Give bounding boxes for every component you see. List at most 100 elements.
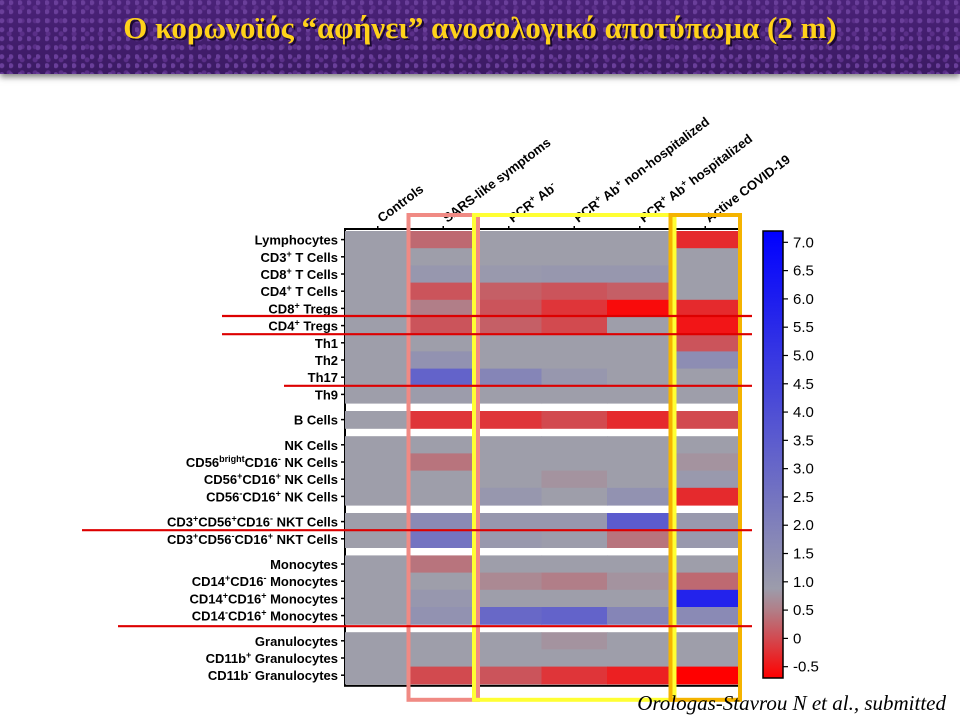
row-label: Th1	[315, 336, 338, 351]
heatmap-cell	[476, 589, 543, 608]
row-label: CD3+ T Cells	[260, 249, 338, 265]
column-label: Controls	[375, 181, 427, 225]
heatmap-cell	[541, 436, 608, 454]
heatmap-cell	[345, 487, 412, 506]
heatmap-cell	[476, 572, 543, 591]
heatmap-cell	[410, 351, 477, 370]
heatmap-cell	[672, 530, 739, 548]
heatmap-cell	[476, 470, 543, 489]
colorbar	[762, 230, 784, 679]
heatmap-cell	[672, 265, 739, 284]
colorbar-tick-label: 2.0	[793, 517, 814, 534]
colorbar-tick-label: 4.0	[793, 404, 814, 421]
heatmap-cell	[607, 555, 674, 574]
heatmap-cell	[541, 649, 608, 668]
heatmap-cell	[410, 299, 477, 318]
column-label: SARS-like symptoms	[440, 135, 553, 226]
heatmap-cell	[672, 436, 739, 454]
heatmap-cell	[476, 666, 543, 685]
heatmap-cell	[607, 411, 674, 429]
heatmap-cell	[476, 368, 543, 387]
heatmap-cell	[345, 231, 412, 249]
heatmap-cell	[672, 487, 739, 506]
heatmap-cell	[541, 299, 608, 318]
heatmap-cell	[607, 368, 674, 387]
colorbar-tick-label: 6.0	[793, 291, 814, 308]
heatmap-cell	[476, 649, 543, 668]
heatmap-cell	[672, 607, 739, 625]
heatmap-cell	[410, 453, 477, 472]
colorbar-tick-label: -0.5	[793, 659, 819, 676]
row-label: CD8+ T Cells	[260, 266, 338, 282]
heatmap-cell	[672, 368, 739, 387]
heatmap-cell	[672, 385, 739, 404]
heatmap-cell	[410, 248, 477, 266]
heatmap-cell	[672, 649, 739, 668]
heatmap-cell	[607, 453, 674, 472]
heatmap-cell	[607, 470, 674, 489]
heatmap-cell	[541, 513, 608, 531]
heatmap-cell	[410, 530, 477, 548]
heatmap-cell	[410, 368, 477, 387]
heatmap-cell	[410, 411, 477, 429]
heatmap-cell	[476, 334, 543, 352]
heatmap-cell	[476, 453, 543, 472]
heatmap-cell	[541, 607, 608, 625]
heatmap-cell	[476, 513, 543, 531]
row-label: Th2	[315, 353, 338, 368]
heatmap-cell	[607, 513, 674, 531]
heatmap-cell	[410, 385, 477, 404]
colorbar-tick-label: 3.0	[793, 461, 814, 478]
heatmap-cell	[345, 589, 412, 608]
colorbar-tick-label: 6.5	[793, 263, 814, 280]
colorbar-tick-label: 3.5	[793, 432, 814, 449]
column-label: PCR+ Ab+ non-hospitalized	[570, 113, 712, 225]
heatmap-cell	[345, 632, 412, 650]
heatmap-cell	[345, 666, 412, 685]
row-label: B Cells	[294, 413, 338, 428]
row-label: CD4+ Tregs	[268, 318, 338, 334]
heatmap-cell	[476, 231, 543, 249]
heatmap-cell	[541, 411, 608, 429]
heatmap-cell	[672, 231, 739, 249]
heatmap-cell	[607, 572, 674, 591]
heatmap-cell	[345, 334, 412, 352]
heatmap-cell	[410, 666, 477, 685]
colorbar-tick-label: 5.5	[793, 319, 814, 336]
row-label: CD14+CD16+ Monocytes	[189, 590, 338, 606]
heatmap-cell	[476, 265, 543, 284]
heatmap-cell	[672, 334, 739, 352]
heatmap-cell	[345, 470, 412, 489]
row-label: CD11b+ Granulocytes	[206, 650, 338, 666]
column-label: PCR+ Ab-	[505, 179, 560, 226]
colorbar-tick-label: 7.0	[793, 234, 814, 251]
colorbar-tick-label: 0	[793, 630, 801, 647]
heatmap-cell	[345, 530, 412, 548]
heatmap-cell	[476, 317, 543, 335]
heatmap-cell	[607, 385, 674, 404]
row-label: Th17	[308, 370, 338, 385]
heatmap-cell	[410, 436, 477, 454]
heatmap-cell	[672, 632, 739, 650]
heatmap-cell	[345, 572, 412, 591]
heatmap-cell	[607, 666, 674, 685]
row-label: CD56+CD16+ NK Cells	[204, 471, 338, 487]
heatmap-cell	[607, 282, 674, 301]
heatmap-cell	[607, 317, 674, 335]
heatmap-cell	[541, 555, 608, 574]
colorbar-tick-label: 5.0	[793, 347, 814, 364]
heatmap-cell	[410, 282, 477, 301]
heatmap-cell	[541, 282, 608, 301]
heatmap-cell	[476, 248, 543, 266]
heatmap-cell	[607, 487, 674, 506]
heatmap-cell	[410, 265, 477, 284]
heatmap-cell	[607, 607, 674, 625]
heatmap-cell	[541, 351, 608, 370]
heatmap-cell	[541, 487, 608, 506]
heatmap-cell	[541, 530, 608, 548]
heatmap-cell	[672, 513, 739, 531]
highlight-box	[472, 213, 677, 702]
heatmap-cell	[345, 265, 412, 284]
slide-title: Ο κορωνοϊός “αφήνει” ανοσολογικό αποτύπω…	[123, 10, 837, 45]
